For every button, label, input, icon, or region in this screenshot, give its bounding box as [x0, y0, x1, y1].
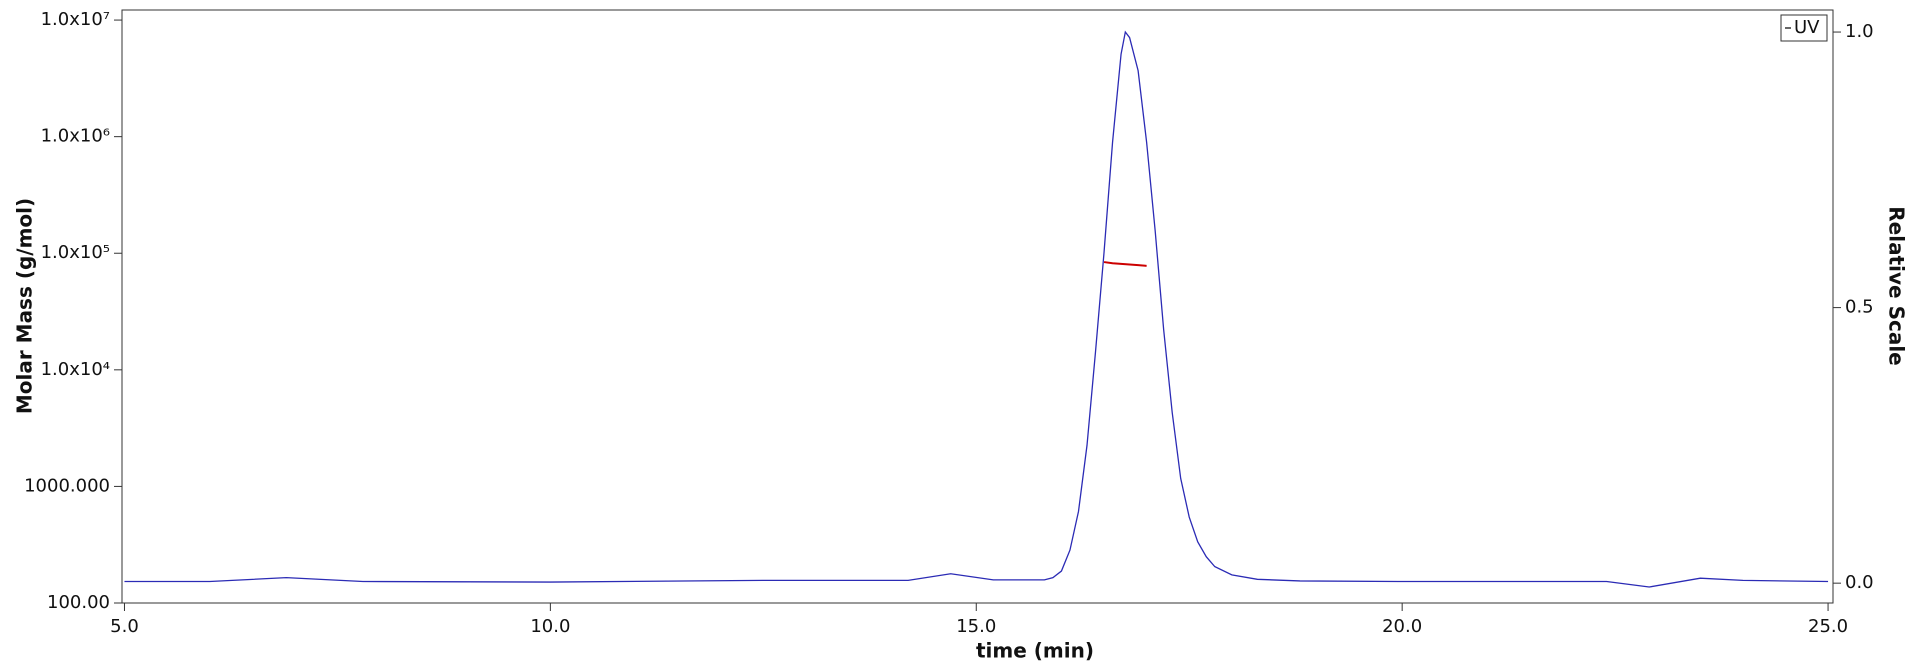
- y2-tick-label: 0.0: [1845, 572, 1874, 593]
- legend-label: UV: [1794, 17, 1820, 38]
- x-tick-label: 25.0: [1808, 616, 1848, 637]
- y-tick-label: 1000.000: [24, 475, 110, 496]
- x-tick-label: 15.0: [956, 616, 996, 637]
- x-tick-label: 10.0: [530, 616, 570, 637]
- data-line: [1103, 261, 1147, 267]
- x-axis-title: time (min): [976, 639, 1094, 663]
- y-axis-title: Molar Mass (g/mol): [13, 198, 37, 414]
- y2-axis-title: Relative Scale: [1885, 206, 1909, 365]
- data-line: [124, 30, 1829, 588]
- y-tick-label: 1.0x10⁵: [41, 242, 110, 263]
- y-tick-label: 1.0x10⁴: [41, 359, 110, 380]
- x-tick-label: 5.0: [110, 616, 139, 637]
- x-tick-label: 20.0: [1382, 616, 1422, 637]
- y-tick-label: 1.0x10⁷: [41, 9, 110, 30]
- y-tick-label: 1.0x10⁶: [41, 126, 110, 147]
- y-tick-label: 100.00: [47, 592, 110, 613]
- y2-tick-label: 1.0: [1845, 21, 1874, 42]
- y2-tick-label: 0.5: [1845, 297, 1874, 318]
- plot-frame: [121, 9, 1834, 604]
